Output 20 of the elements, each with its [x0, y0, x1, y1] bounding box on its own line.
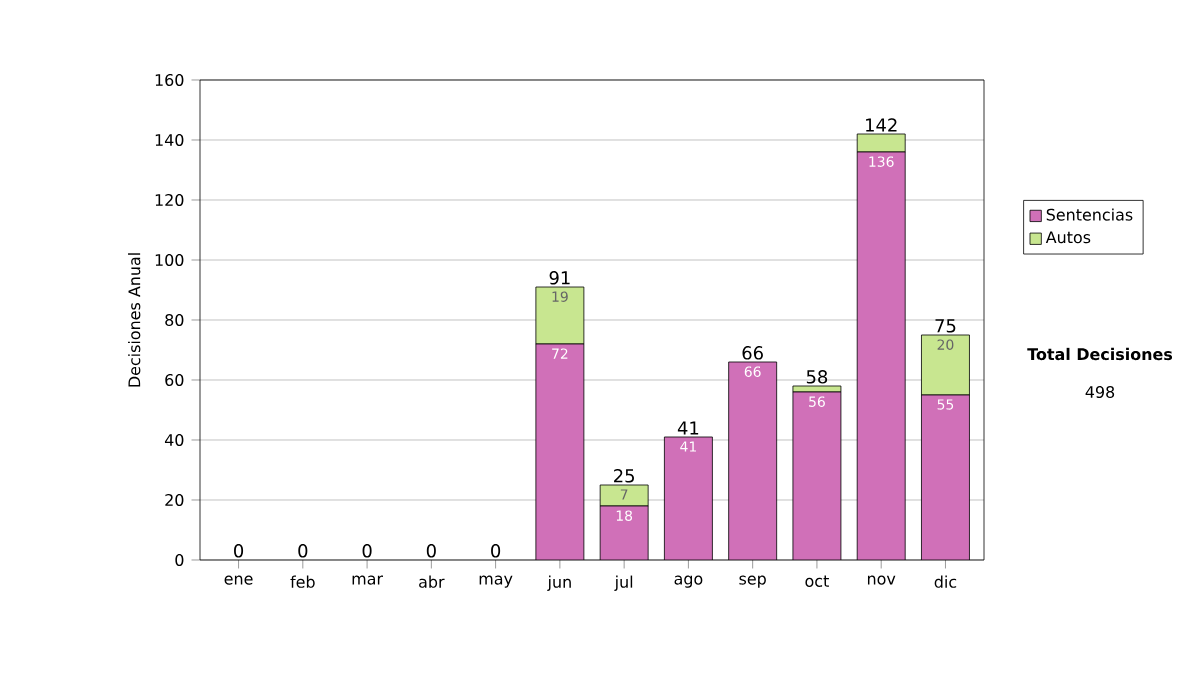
total-label: 0: [234, 544, 244, 558]
bar: [921, 394, 970, 560]
total-label: 0: [362, 544, 372, 558]
total-label: 25: [614, 469, 634, 483]
total-label: 75: [935, 319, 956, 333]
total-label: 0: [491, 544, 501, 558]
total-label: 0: [298, 544, 308, 558]
bar: [792, 391, 842, 560]
total-label: 58: [806, 370, 828, 384]
bar: [599, 505, 649, 560]
bar: [728, 361, 778, 560]
total-label: 142: [866, 118, 897, 132]
bar: [856, 151, 906, 560]
bar: [664, 436, 713, 560]
bar: [599, 484, 649, 507]
bar: [535, 343, 585, 560]
total-label: 91: [549, 271, 570, 285]
total-label: 41: [677, 421, 699, 435]
total-label: 0: [426, 544, 436, 558]
total-label: 66: [742, 346, 763, 360]
